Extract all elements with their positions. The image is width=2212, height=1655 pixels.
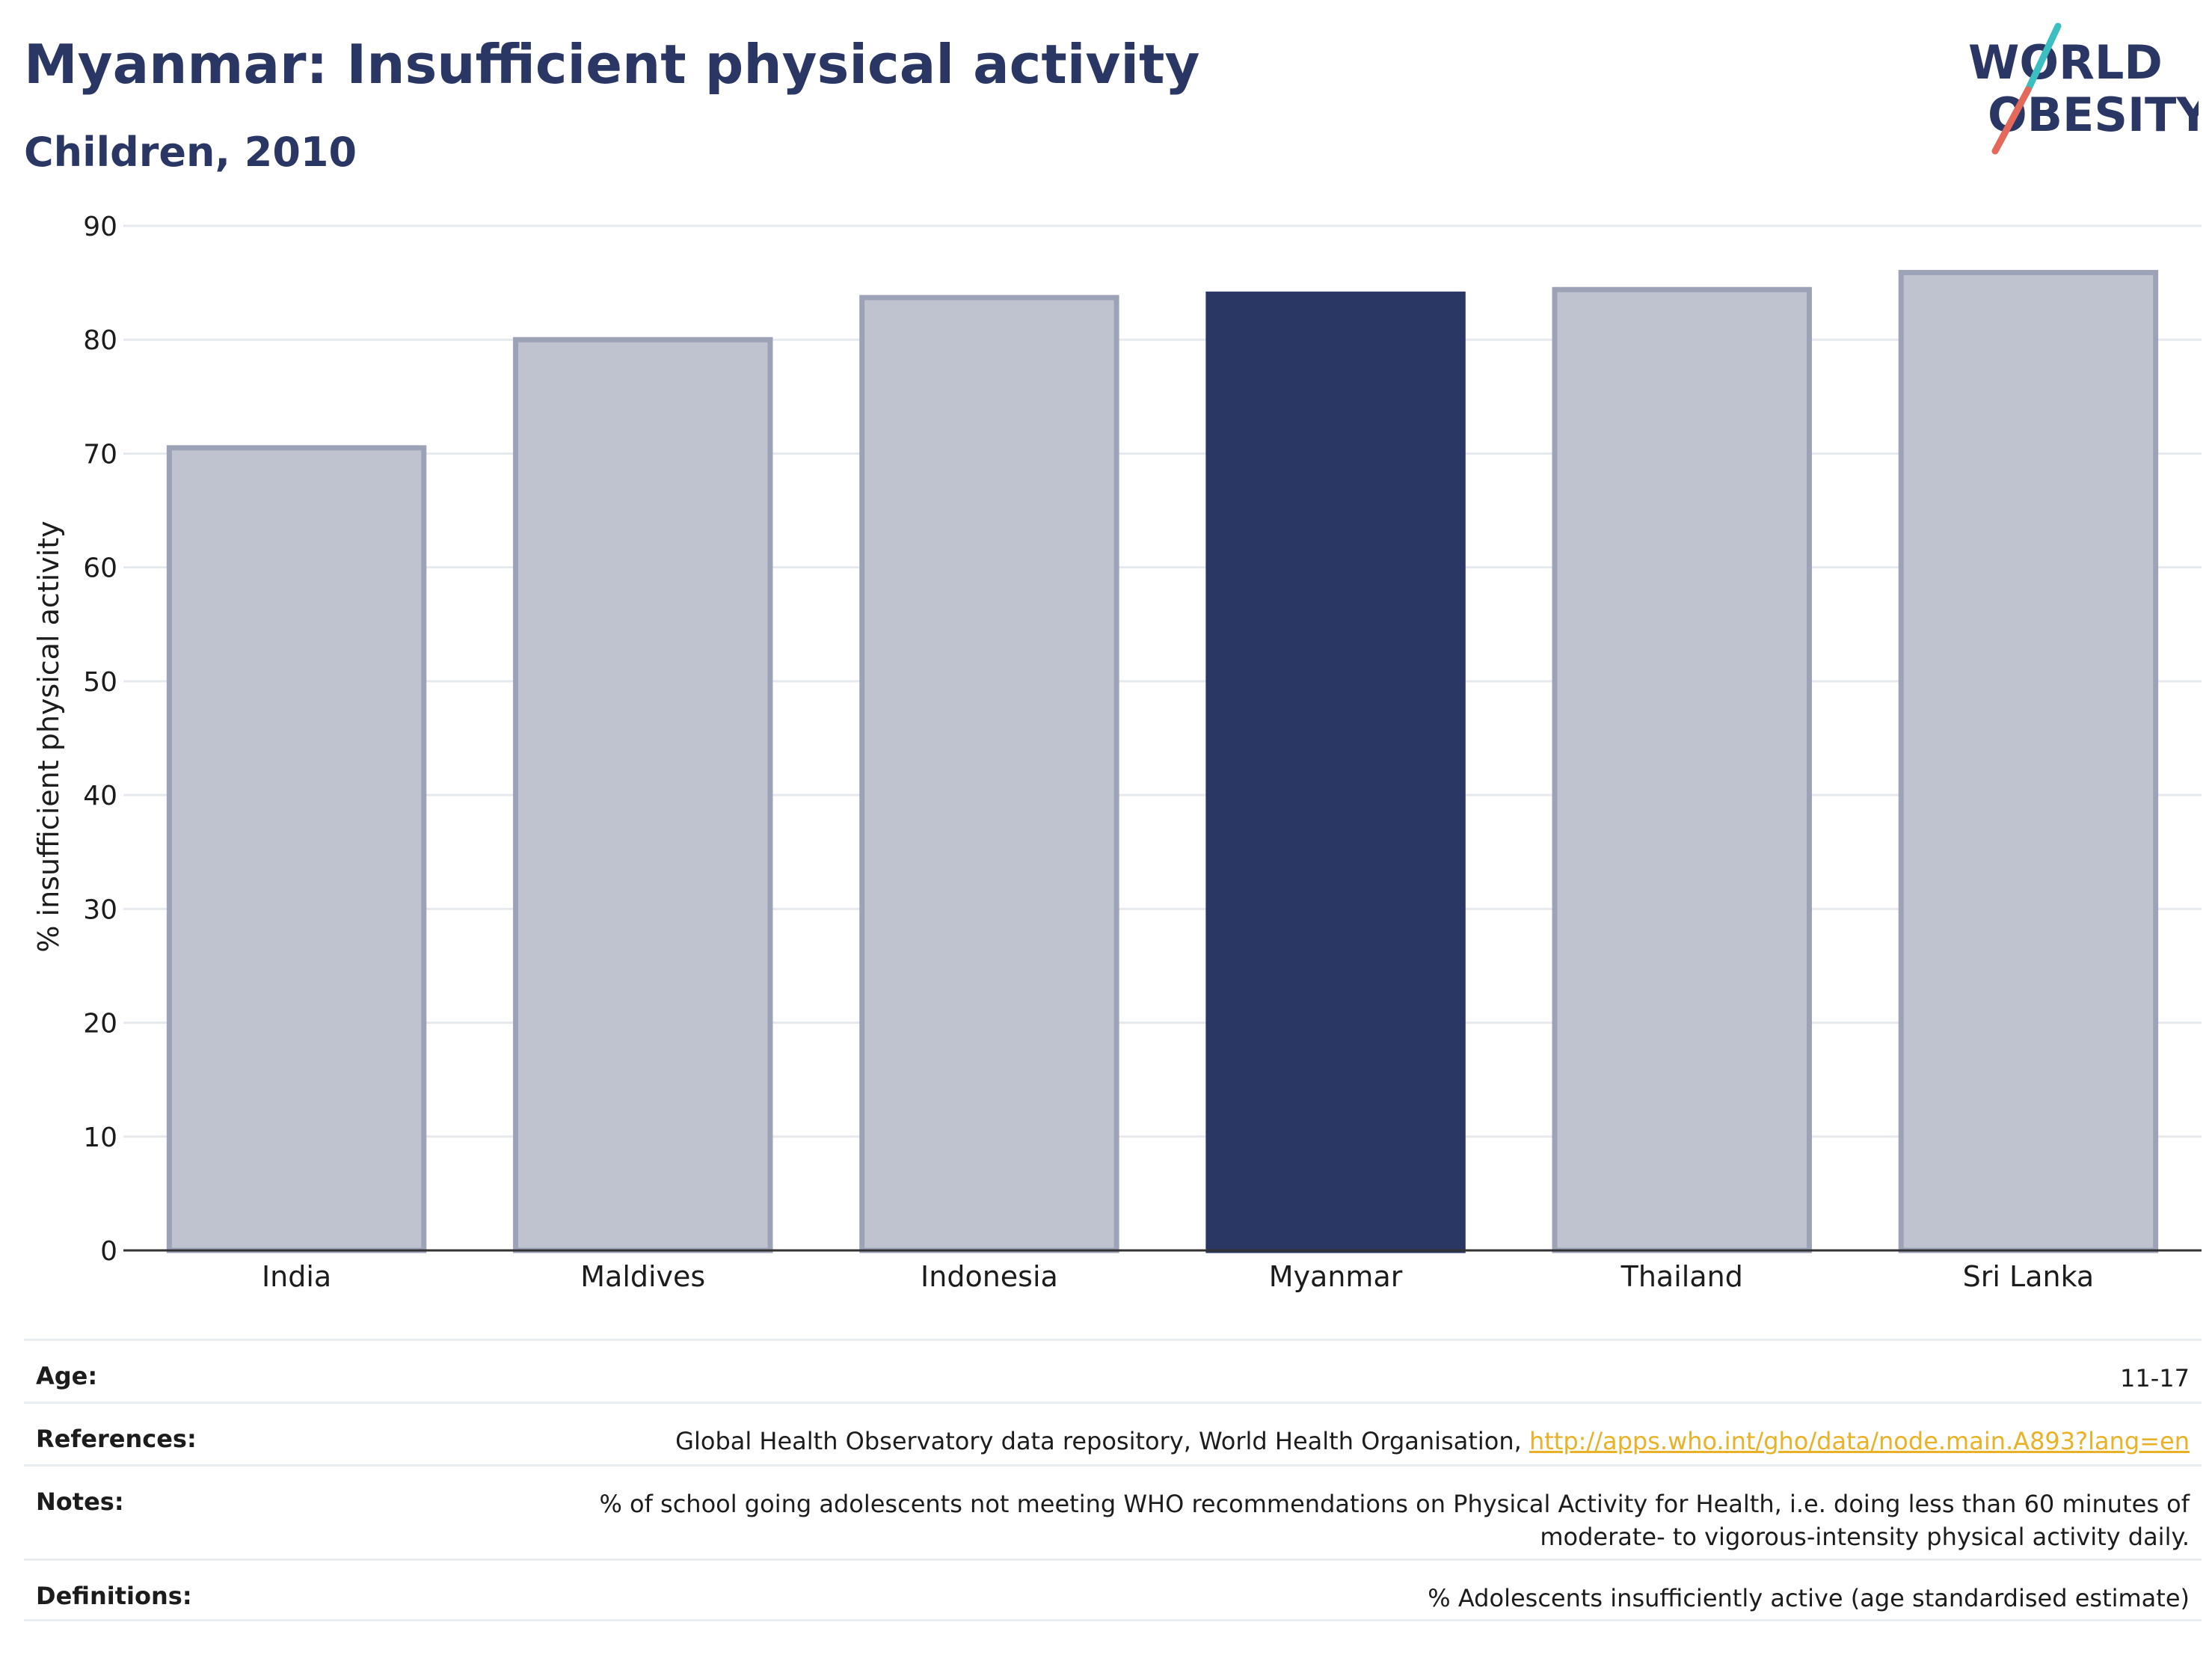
y-tick-label: 70 bbox=[83, 439, 117, 470]
bar-chart: 0 10 20 30 40 50 60 70 80 90 India Maldives Indonesi… bbox=[32, 212, 2202, 1293]
info-row-age: Age: 11-17 bbox=[24, 1339, 2202, 1401]
bar bbox=[1898, 269, 2159, 1253]
x-tick-label: Myanmar bbox=[1269, 1260, 1403, 1293]
logo-slash-red bbox=[1991, 86, 2032, 155]
definitions-label: Definitions: bbox=[36, 1582, 192, 1610]
notes-line-2: moderate- to vigorous-intensity physical… bbox=[1540, 1523, 2190, 1551]
y-tick-label: 0 bbox=[100, 1236, 117, 1267]
notes-value: % of school going adolescents not meetin… bbox=[599, 1487, 2190, 1553]
y-tick-label: 30 bbox=[83, 894, 117, 925]
info-row-references: References: Global Health Observatory da… bbox=[24, 1401, 2202, 1464]
notes-line-1: % of school going adolescents not meetin… bbox=[599, 1490, 2190, 1518]
x-tick-label: Maldives bbox=[580, 1260, 705, 1293]
bar bbox=[1552, 286, 1812, 1253]
chart-title: Myanmar: Insufficient physical activity bbox=[24, 33, 1200, 96]
info-table: Age: 11-17 References: Global Health Obs… bbox=[24, 1339, 2202, 1621]
world-obesity-logo: WORLD OBESITY bbox=[1968, 22, 2199, 155]
y-tick-label: 60 bbox=[83, 553, 117, 584]
definitions-value: % Adolescents insufficiently active (age… bbox=[1428, 1584, 2190, 1612]
references-label: References: bbox=[36, 1425, 197, 1453]
y-tick-label: 40 bbox=[83, 781, 117, 811]
references-link[interactable]: http://apps.who.int/gho/data/node.main.A… bbox=[1529, 1427, 2190, 1455]
info-row-notes: Notes: % of school going adolescents not… bbox=[24, 1464, 2202, 1559]
references-value: Global Health Observatory data repositor… bbox=[675, 1425, 2190, 1458]
bar bbox=[513, 337, 773, 1253]
x-tick-label: Sri Lanka bbox=[1963, 1260, 2095, 1293]
x-tick-label: Indonesia bbox=[921, 1260, 1058, 1293]
bars bbox=[166, 269, 2159, 1253]
age-label: Age: bbox=[36, 1362, 98, 1390]
bar bbox=[859, 295, 1119, 1253]
bar bbox=[166, 445, 427, 1253]
age-value: 11-17 bbox=[2120, 1364, 2190, 1393]
axes: 0 10 20 30 40 50 60 70 80 90 India Maldives Indonesi… bbox=[83, 212, 2202, 1293]
bar-highlighted bbox=[1205, 291, 1466, 1253]
gridlines bbox=[123, 224, 2202, 1138]
y-tick-label: 20 bbox=[83, 1009, 117, 1040]
y-tick-label: 50 bbox=[83, 667, 117, 698]
info-row-definitions: Definitions: % Adolescents insufficientl… bbox=[24, 1559, 2202, 1621]
y-tick-label: 80 bbox=[83, 325, 117, 356]
logo-slash-teal bbox=[2024, 22, 2062, 93]
y-tick-label: 10 bbox=[83, 1123, 117, 1153]
logo-word-world: WORLD bbox=[1968, 35, 2163, 90]
x-tick-label: India bbox=[262, 1260, 331, 1293]
y-axis-title: % insufficient physical activity bbox=[32, 521, 65, 952]
y-tick-label: 90 bbox=[83, 212, 117, 242]
x-tick-label: Thailand bbox=[1620, 1260, 1743, 1293]
references-text: Global Health Observatory data repositor… bbox=[675, 1427, 1529, 1455]
notes-label: Notes: bbox=[36, 1487, 124, 1516]
chart-subtitle: Children, 2010 bbox=[24, 129, 357, 176]
